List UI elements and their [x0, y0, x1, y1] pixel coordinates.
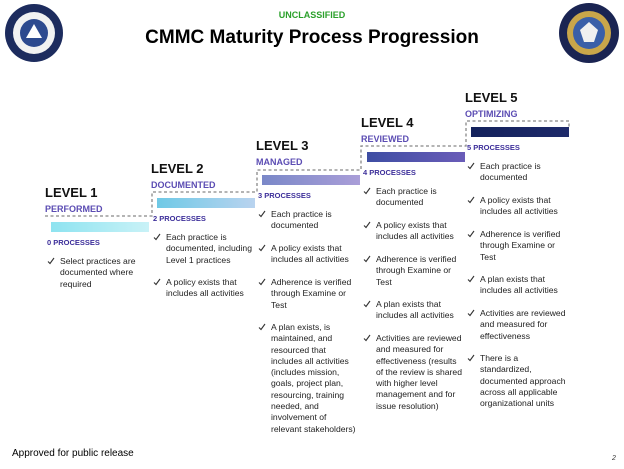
level-name: REVIEWED	[361, 134, 410, 144]
check-icon	[363, 255, 371, 263]
classification: UNCLASSIFIED	[278, 10, 346, 20]
check-icon	[363, 334, 371, 342]
process-count: 2 PROCESSES	[153, 214, 206, 223]
practice-item: Select practices are documented where re…	[60, 256, 136, 289]
practice-item: Each practice is documented, including L…	[166, 232, 252, 265]
practice-item: There is a standardized, documented appr…	[480, 353, 566, 409]
check-icon	[258, 323, 266, 331]
title: CMMC Maturity Process Progression	[145, 27, 479, 48]
level-bar	[471, 127, 569, 137]
level-bar	[367, 152, 465, 162]
level-bar	[157, 198, 255, 208]
check-icon	[258, 244, 266, 252]
process-count: 5 PROCESSES	[467, 143, 520, 152]
level-bar	[262, 175, 360, 185]
check-icon	[47, 257, 55, 265]
check-icon	[467, 196, 475, 204]
check-icon	[363, 187, 371, 195]
practice-item: Each practice is documented	[480, 161, 541, 183]
process-count: 4 PROCESSES	[363, 168, 416, 177]
practice-item: A policy exists that includes all activi…	[376, 220, 454, 242]
level-name: MANAGED	[256, 157, 303, 167]
check-icon	[467, 275, 475, 283]
practice-item: A plan exists, is maintained, and resour…	[271, 322, 356, 434]
level-title: LEVEL 1	[45, 185, 98, 200]
check-icon	[467, 354, 475, 362]
page-number: 2	[612, 455, 616, 462]
practice-item: Each practice is documented	[376, 186, 437, 208]
practice-item: Each practice is documented	[271, 209, 332, 231]
level-title: LEVEL 2	[151, 161, 204, 176]
process-count: 3 PROCESSES	[258, 191, 311, 200]
level-bar	[51, 222, 149, 232]
check-icon	[467, 309, 475, 317]
release-note: Approved for public release	[12, 448, 134, 459]
progression-line	[45, 120, 570, 217]
check-icon	[467, 162, 475, 170]
check-icon	[363, 300, 371, 308]
check-icon	[363, 221, 371, 229]
check-icon	[258, 278, 266, 286]
level-name: PERFORMED	[45, 204, 103, 214]
check-icon	[153, 233, 161, 241]
level-title: LEVEL 5	[465, 90, 518, 105]
process-count: 0 PROCESSES	[47, 238, 100, 247]
check-icon	[258, 210, 266, 218]
practice-item: Adherence is verified through Examine or…	[376, 254, 457, 287]
level-name: DOCUMENTED	[151, 180, 216, 190]
practice-item: Adherence is verified through Examine or…	[480, 229, 561, 262]
practice-item: Activities are reviewed and measured for…	[376, 333, 462, 411]
practice-item: A policy exists that includes all activi…	[271, 243, 349, 265]
check-icon	[153, 278, 161, 286]
practice-item: Activities are reviewed and measured for…	[480, 308, 566, 341]
right-logo	[559, 3, 619, 63]
level-title: LEVEL 4	[361, 115, 414, 130]
practice-item: Adherence is verified through Examine or…	[271, 277, 352, 310]
practice-item: A plan exists that includes all activiti…	[376, 299, 454, 321]
practice-item: A policy exists that includes all activi…	[166, 277, 244, 299]
level-name: OPTIMIZING	[465, 109, 518, 119]
practice-item: A plan exists that includes all activiti…	[480, 274, 558, 296]
practice-item: A policy exists that includes all activi…	[480, 195, 558, 217]
check-icon	[467, 230, 475, 238]
left-logo	[5, 4, 63, 62]
level-title: LEVEL 3	[256, 138, 309, 153]
